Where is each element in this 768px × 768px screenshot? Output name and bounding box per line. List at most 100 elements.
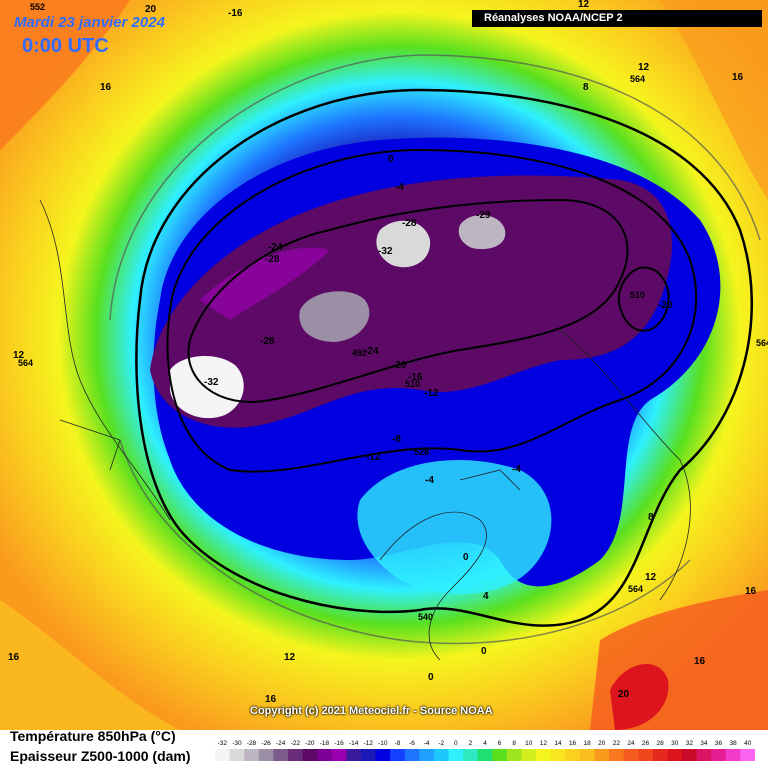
color-scale-swatch: [638, 749, 654, 761]
temp-label: -4: [512, 464, 521, 475]
temp-label: 16: [8, 652, 20, 663]
color-scale-tick-label: 40: [744, 740, 752, 747]
thickness-label: 552: [30, 2, 45, 12]
temp-label: 12: [578, 0, 590, 10]
temp-label: 0: [428, 672, 434, 683]
temp-label: 12: [645, 572, 657, 583]
color-scale-tick-label: 14: [554, 740, 562, 747]
temp-label: 16: [265, 694, 277, 705]
legend-title-thickness: Epaisseur Z500-1000 (dam): [10, 748, 191, 764]
color-scale-swatch: [215, 749, 231, 761]
color-scale-swatch: [696, 749, 712, 761]
color-scale-tick-label: -8: [395, 740, 401, 747]
warm-zone-northeast: [660, 0, 768, 200]
temperature-isoline-gray: [109, 54, 761, 321]
temp-label: -4: [425, 475, 434, 486]
temp-label: -8: [392, 434, 401, 445]
color-scale-swatch: [346, 749, 362, 761]
map-time: 0:00 UTC: [22, 35, 109, 57]
thickness-isoline-middle: [166, 148, 698, 473]
thickness-isoline-east-loop: [618, 266, 670, 332]
color-scale-swatch: [419, 749, 435, 761]
temperature-isoline-gray-south: [119, 439, 691, 645]
temp-label: 20: [145, 4, 157, 15]
temp-label: 0: [388, 154, 394, 165]
coastline-north-america: [39, 199, 171, 521]
color-scale-tick-label: 34: [700, 740, 708, 747]
color-scale-swatch: [667, 749, 683, 761]
color-scale-swatch: [506, 749, 522, 761]
color-scale-tick-label: 26: [642, 740, 650, 747]
temp-label: 8: [583, 82, 589, 93]
color-scale-tick-label: -14: [349, 740, 359, 747]
temp-label: -4: [395, 182, 404, 193]
magenta-band: [200, 247, 330, 320]
color-scale-tick-label: 36: [715, 740, 723, 747]
color-scale-tick-label: -28: [247, 740, 257, 747]
color-scale-swatch: [492, 749, 508, 761]
color-scale-swatch: [725, 749, 741, 761]
color-scale-swatch: [565, 749, 581, 761]
color-scale-tick-label: 30: [671, 740, 679, 747]
color-scale-swatch: [390, 749, 406, 761]
color-scale-tick-label: 24: [627, 740, 635, 747]
color-scale-swatch: [331, 749, 347, 761]
temp-label: -20: [658, 300, 673, 311]
color-scale-bar: -32 -30 -28 -26 -24 -22 -20 -18 -16 -14 -12 -10 -8 -6…: [215, 740, 755, 761]
color-scale-tick-label: -18: [320, 740, 330, 747]
data-source-banner: Réanalyses NOAA/NCEP 2: [472, 10, 762, 27]
color-scale-tick-label: 6: [498, 740, 502, 747]
color-scale-tick-label: -26: [261, 740, 271, 747]
color-scale-swatch: [317, 749, 333, 761]
temp-label: 0: [463, 552, 469, 563]
color-scale-tick-label: -10: [378, 740, 388, 747]
color-scale-tick-label: -32: [218, 740, 228, 747]
color-scale-tick-label: -20: [305, 740, 315, 747]
color-scale-tick-label: 2: [469, 740, 473, 747]
color-scale-tick-label: -16: [334, 740, 344, 747]
color-scale-swatch: [623, 749, 639, 761]
temp-label: 12: [13, 350, 25, 361]
color-scale-swatch: [711, 749, 727, 761]
color-scale-swatch: [287, 749, 304, 761]
temp-label: 12: [638, 62, 650, 73]
coastline-europe: [379, 469, 521, 661]
color-scale-tick-label: -4: [424, 740, 430, 747]
warm-zone-southwest: [0, 600, 180, 730]
cold-core-siberia: [458, 214, 506, 250]
thickness-isoline-inner: [187, 198, 629, 403]
temp-label: -12: [366, 452, 381, 463]
color-scale-swatch: [682, 749, 698, 761]
temp-label: -20: [392, 360, 407, 371]
thickness-label: 510: [630, 290, 645, 300]
color-scale-swatch: [477, 749, 493, 761]
color-scale-tick-label: 18: [584, 740, 592, 747]
temp-label: 8: [648, 512, 654, 523]
color-scale-tick-label: 12: [540, 740, 548, 747]
color-scale-swatch: [448, 749, 464, 761]
color-scale-tick-label: 10: [525, 740, 533, 747]
temp-label: -28: [402, 218, 417, 229]
color-scale-swatch: [360, 749, 377, 761]
thickness-label: 510: [405, 379, 420, 389]
color-scale-swatch: [521, 749, 537, 761]
color-scale-tick-label: -12: [364, 740, 374, 747]
temp-label: -32: [378, 246, 393, 257]
temp-label: -28: [265, 254, 280, 265]
thickness-label: 564: [630, 74, 645, 84]
color-scale-tick-label: 22: [613, 740, 621, 747]
thickness-label: 564: [756, 338, 768, 348]
purple-core: [150, 175, 672, 428]
color-scale-swatch: [229, 749, 245, 761]
color-scale-swatch: [258, 749, 274, 761]
color-scale-swatch: [609, 749, 625, 761]
legend-title-temperature: Température 850hPa (°C): [10, 728, 176, 744]
color-scale-tick-label: 4: [483, 740, 487, 747]
color-scale-swatch: [404, 749, 420, 761]
coastline-asia: [559, 329, 691, 601]
color-scale-swatch: [244, 749, 260, 761]
thickness-label: 564: [628, 584, 643, 594]
color-scale-swatch: [433, 749, 450, 761]
temp-label: 12: [284, 652, 296, 663]
temp-label: -29: [476, 210, 491, 221]
